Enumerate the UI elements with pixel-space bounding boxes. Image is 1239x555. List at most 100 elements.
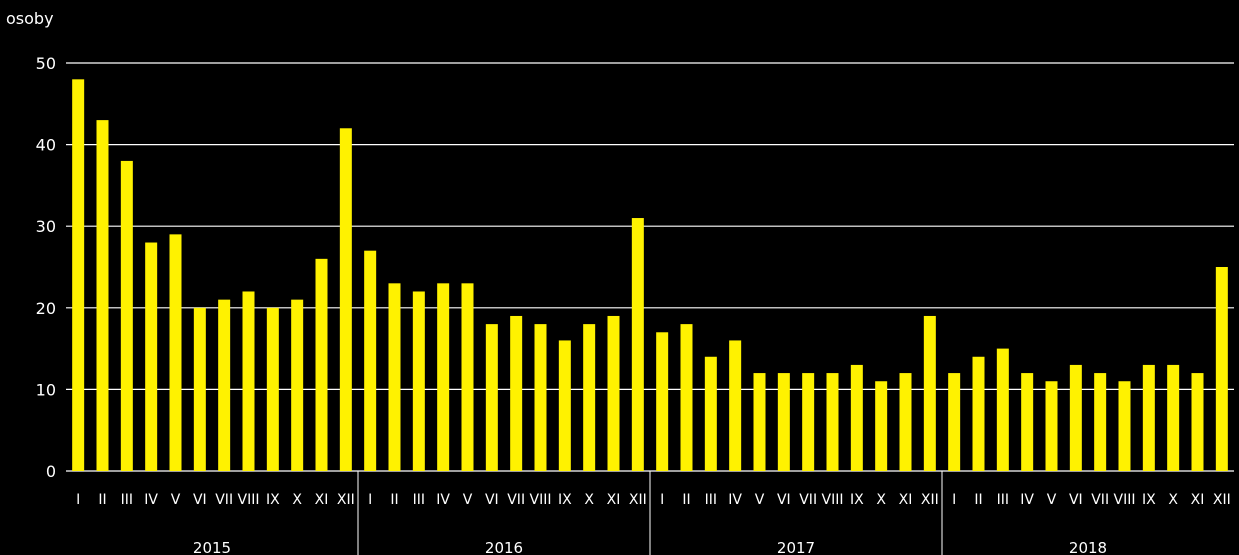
bar: [364, 250, 377, 471]
bar: [704, 356, 717, 471]
bar: [96, 120, 109, 472]
x-tick-label: II: [682, 492, 690, 508]
x-tick-label: X: [876, 492, 886, 508]
x-tick-label: IV: [436, 492, 450, 508]
bar: [242, 291, 255, 471]
x-tick-label: X: [1168, 492, 1178, 508]
x-tick-label: I: [368, 492, 372, 508]
x-tick-label: II: [98, 492, 106, 508]
x-tick-label: XI: [315, 492, 329, 508]
x-tick-label: XII: [337, 492, 355, 508]
bar: [558, 340, 571, 471]
bar: [193, 307, 206, 471]
bar: [169, 234, 182, 471]
x-tick-label: VIII: [238, 492, 260, 508]
y-axis-label: osoby: [6, 9, 54, 28]
bar: [607, 315, 620, 471]
x-tick-label: VII: [507, 492, 525, 508]
bar: [1167, 364, 1180, 471]
x-tick-label: XII: [629, 492, 647, 508]
bar: [510, 315, 523, 471]
bar: [1118, 381, 1131, 471]
bar: [656, 332, 669, 471]
bar: [534, 324, 547, 471]
bar: [120, 160, 133, 472]
bar: [1215, 267, 1228, 471]
x-tick-label: IV: [1020, 492, 1034, 508]
bar: [875, 381, 888, 471]
x-tick-label: V: [755, 492, 765, 508]
bar: [777, 373, 790, 471]
x-axis-year-groups: 2015 2016 2017 2018: [193, 471, 1107, 555]
bar: [631, 218, 644, 471]
x-tick-label: VII: [1091, 492, 1109, 508]
bar: [972, 356, 985, 471]
bar: [923, 315, 936, 471]
x-tick-label: III: [997, 492, 1009, 508]
bar: [218, 299, 231, 471]
x-tick-label: I: [660, 492, 664, 508]
bar: [583, 324, 596, 471]
bar: [485, 324, 498, 471]
x-tick-label: III: [705, 492, 717, 508]
bar: [412, 291, 425, 471]
y-tick-label: 10: [36, 380, 56, 399]
year-label: 2017: [777, 539, 815, 555]
bar: [388, 283, 401, 471]
x-tick-label: IX: [558, 492, 572, 508]
x-tick-label: II: [390, 492, 398, 508]
bar: [826, 373, 839, 471]
year-label: 2016: [485, 539, 523, 555]
x-axis-month-labels: I II III IV V VI VII VIII IX X XI XII I II III IV V VI VII…: [76, 492, 1231, 508]
x-tick-label: IV: [728, 492, 742, 508]
x-tick-label: V: [1047, 492, 1057, 508]
bar: [291, 299, 304, 471]
bar: [145, 242, 158, 471]
gridlines: [66, 62, 1234, 472]
bar: [996, 348, 1009, 471]
x-tick-label: XII: [1213, 492, 1231, 508]
bar: [850, 364, 863, 471]
x-tick-label: VIII: [822, 492, 844, 508]
year-label: 2015: [193, 539, 231, 555]
x-tick-label: XII: [921, 492, 939, 508]
y-tick-label: 40: [36, 136, 56, 155]
bar: [1094, 373, 1107, 471]
y-tick-label: 0: [46, 462, 56, 481]
x-tick-label: IX: [266, 492, 280, 508]
year-label: 2018: [1069, 539, 1107, 555]
bar: [680, 324, 693, 471]
bar: [266, 307, 279, 471]
x-tick-label: VI: [485, 492, 499, 508]
y-tick-label: 20: [36, 299, 56, 318]
x-tick-label: XI: [899, 492, 913, 508]
x-tick-label: X: [292, 492, 302, 508]
x-tick-label: I: [952, 492, 956, 508]
y-axis-ticks: 0 10 20 30 40 50: [36, 54, 56, 481]
bar: [339, 128, 352, 471]
x-tick-label: IX: [850, 492, 864, 508]
bar: [729, 340, 742, 471]
bar: [1069, 364, 1082, 471]
bar: [1191, 373, 1204, 471]
x-tick-label: X: [584, 492, 594, 508]
bar: [1045, 381, 1058, 471]
x-tick-label: VII: [215, 492, 233, 508]
x-tick-label: VI: [1069, 492, 1083, 508]
x-tick-label: II: [974, 492, 982, 508]
x-tick-label: V: [171, 492, 181, 508]
x-tick-label: IX: [1142, 492, 1156, 508]
x-tick-label: VI: [193, 492, 207, 508]
bar: [437, 283, 450, 471]
x-tick-label: VI: [777, 492, 791, 508]
y-tick-label: 50: [36, 54, 56, 73]
x-tick-label: VIII: [530, 492, 552, 508]
x-tick-label: VII: [799, 492, 817, 508]
y-tick-label: 30: [36, 217, 56, 236]
bar: [948, 373, 961, 471]
bar: [899, 373, 912, 471]
bar: [461, 283, 474, 471]
bar: [802, 373, 815, 471]
bar: [753, 373, 766, 471]
